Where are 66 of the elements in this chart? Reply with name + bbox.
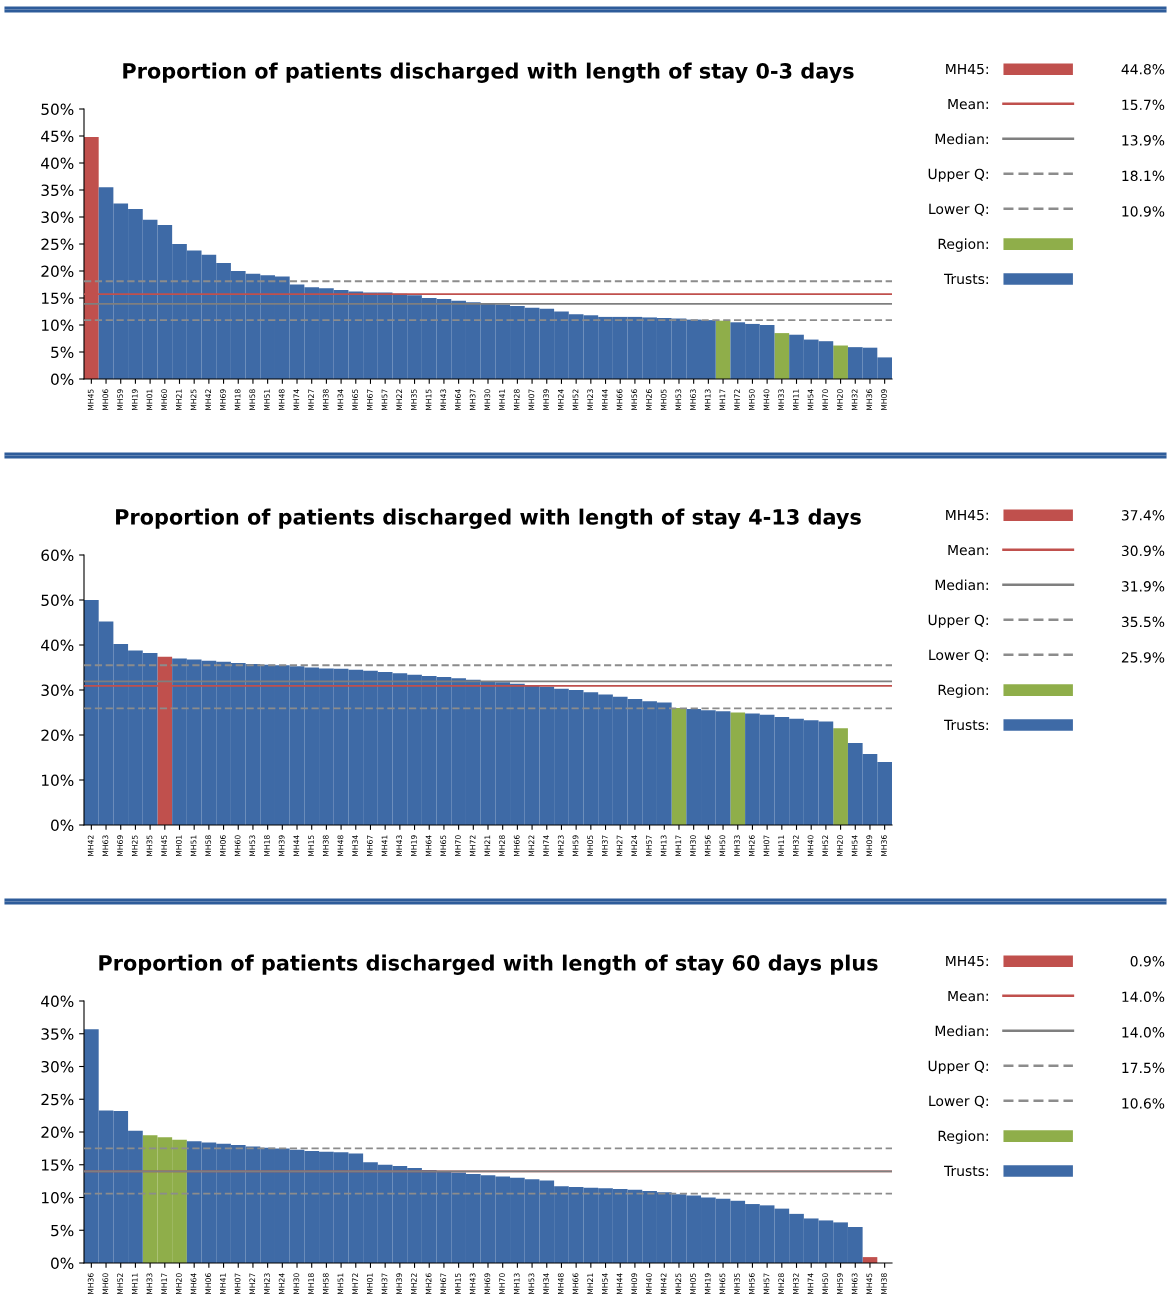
y-tick-label: 30% [41, 684, 74, 697]
chart-title: Proportion of patients discharged with length of stay 60 days plus [99, 954, 878, 975]
legend-label: Upper Q: [928, 1060, 988, 1074]
text: 25.9% [1121, 652, 1165, 663]
legend-label: Upper Q: [928, 168, 988, 182]
legend-label: Lower Q: [929, 649, 988, 662]
legend-label: Mean: [948, 98, 988, 110]
y-tick-label: 35% [41, 184, 74, 197]
y-tick-label: 50% [41, 594, 74, 607]
text: 14.0% [1122, 991, 1165, 1003]
y-tick-label: 40% [41, 995, 74, 1008]
y-tick-label: 20% [41, 265, 74, 278]
text: 10.6% [1122, 1098, 1165, 1109]
y-tick-label: 15% [42, 292, 74, 305]
y-tick-label: 50% [41, 103, 74, 116]
y-tick-label: 10% [42, 1191, 74, 1204]
legend-label: Median: [935, 133, 988, 145]
text: 10.9% [1122, 206, 1165, 217]
text: 14.0% [1122, 1027, 1165, 1038]
legend-label: Median: [935, 579, 988, 591]
legend-label: MH45: [946, 509, 988, 521]
legend-label: Lower Q: [929, 1095, 988, 1108]
text: 35.5% [1121, 616, 1165, 628]
legend-label: Mean: [948, 990, 988, 1002]
y-tick-label: 0% [51, 819, 74, 832]
y-tick-label: 15% [42, 1159, 74, 1171]
legend-label: Mean: [948, 544, 988, 556]
y-tick-label: 20% [41, 729, 74, 742]
y-tick-label: 45% [41, 130, 74, 143]
legend-label: Region: [938, 238, 988, 252]
y-tick-label: 10% [42, 319, 74, 332]
chart-title: Proportion of patients discharged with length of stay 4-13 days [116, 508, 861, 529]
y-tick-label: 10% [42, 774, 74, 787]
y-tick-label: 35% [41, 1028, 74, 1040]
text: 44.8% [1121, 64, 1165, 75]
legend-label: Upper Q: [928, 614, 988, 628]
text: 18.1% [1122, 170, 1165, 182]
text: 15.7% [1122, 99, 1165, 111]
text: 0.9% [1130, 956, 1165, 967]
y-tick-label: 5% [51, 1224, 74, 1237]
legend-label: Trusts: [944, 273, 988, 285]
y-tick-label: 30% [41, 211, 74, 224]
legend-label: MH45: [946, 955, 988, 967]
legend-label: Trusts: [944, 719, 988, 731]
legend-label: Trusts: [944, 1165, 988, 1177]
legend-label: Region: [938, 684, 988, 698]
chart-title: Proportion of patients discharged with length of stay 0-3 days [123, 62, 854, 83]
text: 30.9% [1121, 545, 1165, 557]
y-tick-label: 25% [41, 238, 74, 251]
text: 13.9% [1122, 135, 1165, 146]
y-tick-label: 30% [41, 1060, 74, 1073]
legend-label: Region: [938, 1130, 988, 1144]
text: 31.9% [1121, 581, 1165, 592]
y-tick-label: 0% [51, 1257, 74, 1270]
y-tick-label: 40% [41, 639, 74, 652]
legend-label: Median: [935, 1025, 988, 1037]
y-tick-label: 60% [41, 549, 74, 562]
legend-label: MH45: [946, 63, 988, 75]
y-tick-label: 40% [41, 157, 74, 170]
text: 37.4% [1121, 510, 1165, 521]
y-tick-label: 20% [41, 1126, 74, 1139]
text: 17.5% [1122, 1062, 1165, 1074]
y-tick-label: 5% [51, 346, 74, 359]
legend-label: Lower Q: [929, 203, 988, 216]
y-tick-label: 0% [51, 373, 74, 386]
y-tick-label: 25% [41, 1093, 74, 1106]
